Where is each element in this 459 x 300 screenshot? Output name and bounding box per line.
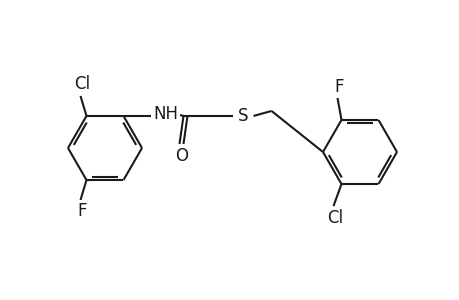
- Text: F: F: [78, 202, 87, 220]
- Text: O: O: [174, 147, 188, 165]
- Text: Cl: Cl: [327, 209, 343, 227]
- Text: F: F: [334, 78, 343, 96]
- Text: NH: NH: [153, 105, 178, 123]
- Text: S: S: [238, 107, 248, 125]
- Text: Cl: Cl: [74, 75, 90, 93]
